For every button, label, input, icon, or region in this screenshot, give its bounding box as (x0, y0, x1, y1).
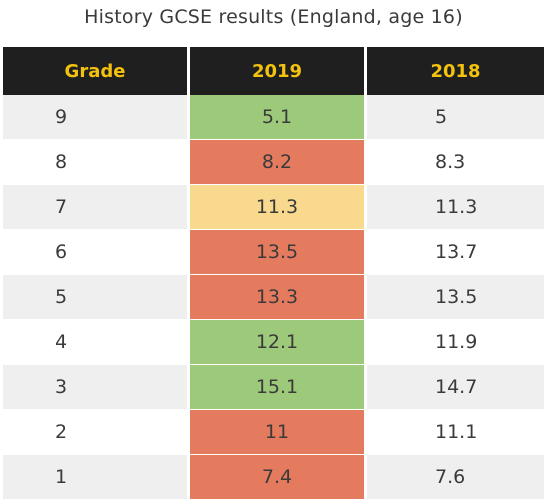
value-2019-cell: 11 (190, 410, 364, 454)
header-2019: 2019 (190, 47, 364, 95)
value-2018-cell: 5 (367, 95, 544, 139)
value-2018-cell: 8.3 (367, 140, 544, 184)
results-table: Grade 2019 2018 9 5.1 5 8 8.2 8.3 7 11.3 11.3 6 13… (3, 47, 544, 499)
value-2019-cell: 5.1 (190, 95, 364, 139)
table-header-row: Grade 2019 2018 (3, 47, 544, 95)
value-2018-cell: 11.3 (367, 185, 544, 229)
grade-cell: 1 (3, 455, 187, 499)
table-row: 9 5.1 5 (3, 95, 544, 139)
table-row: 2 11 11.1 (3, 409, 544, 454)
header-grade: Grade (3, 47, 187, 95)
value-2018-cell: 7.6 (367, 455, 544, 499)
table-row: 1 7.4 7.6 (3, 454, 544, 499)
table-row: 8 8.2 8.3 (3, 139, 544, 184)
value-2019-cell: 8.2 (190, 140, 364, 184)
grade-cell: 6 (3, 230, 187, 274)
table-row: 4 12.1 11.9 (3, 319, 544, 364)
value-2019-cell: 13.5 (190, 230, 364, 274)
value-2019-cell: 7.4 (190, 455, 364, 499)
grade-cell: 4 (3, 320, 187, 364)
value-2018-cell: 14.7 (367, 365, 544, 409)
header-2018: 2018 (367, 47, 544, 95)
grade-cell: 9 (3, 95, 187, 139)
value-2018-cell: 11.1 (367, 410, 544, 454)
value-2018-cell: 13.5 (367, 275, 544, 319)
grade-cell: 5 (3, 275, 187, 319)
chart-title: History GCSE results (England, age 16) (84, 6, 463, 28)
value-2019-cell: 13.3 (190, 275, 364, 319)
grade-cell: 3 (3, 365, 187, 409)
grade-cell: 8 (3, 140, 187, 184)
grade-cell: 7 (3, 185, 187, 229)
value-2018-cell: 11.9 (367, 320, 544, 364)
table-row: 3 15.1 14.7 (3, 364, 544, 409)
value-2019-cell: 15.1 (190, 365, 364, 409)
value-2018-cell: 13.7 (367, 230, 544, 274)
table-row: 7 11.3 11.3 (3, 184, 544, 229)
grade-cell: 2 (3, 410, 187, 454)
table-row: 6 13.5 13.7 (3, 229, 544, 274)
value-2019-cell: 12.1 (190, 320, 364, 364)
table-body: 9 5.1 5 8 8.2 8.3 7 11.3 11.3 6 13.5 13.7 5 13.3 13.5 4… (3, 95, 544, 499)
value-2019-cell: 11.3 (190, 185, 364, 229)
table-row: 5 13.3 13.5 (3, 274, 544, 319)
